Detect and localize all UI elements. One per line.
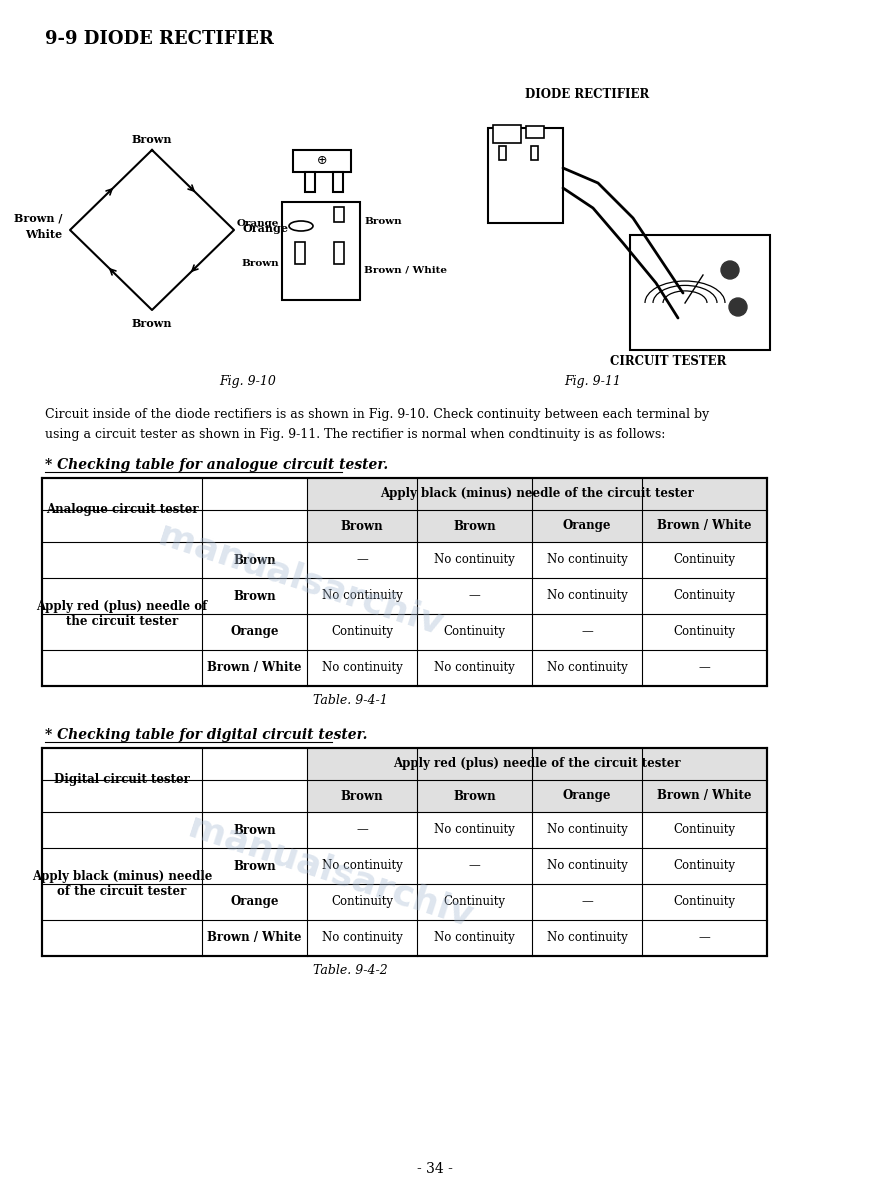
FancyBboxPatch shape	[295, 242, 305, 263]
Text: No continuity: No continuity	[434, 662, 515, 675]
Text: —: —	[581, 626, 593, 639]
FancyBboxPatch shape	[493, 125, 521, 143]
FancyBboxPatch shape	[305, 172, 315, 192]
Text: Orange: Orange	[237, 219, 279, 229]
Text: Continuity: Continuity	[673, 859, 735, 873]
FancyBboxPatch shape	[334, 242, 344, 263]
Text: Continuity: Continuity	[673, 824, 735, 837]
Text: Brown: Brown	[453, 789, 496, 802]
Text: Apply red (plus) needle of the circuit tester: Apply red (plus) needle of the circuit t…	[393, 757, 681, 770]
Text: No continuity: No continuity	[547, 859, 627, 873]
Text: No continuity: No continuity	[321, 662, 402, 675]
Text: Brown / White: Brown / White	[658, 520, 752, 533]
Text: Brown: Brown	[233, 859, 276, 873]
Text: Apply black (minus) needle
of the circuit tester: Apply black (minus) needle of the circui…	[32, 870, 213, 898]
Text: Brown: Brown	[453, 520, 496, 533]
Text: Brown: Brown	[233, 824, 276, 837]
Text: No continuity: No continuity	[547, 553, 627, 566]
Text: Brown: Brown	[233, 553, 276, 566]
Text: Brown: Brown	[341, 789, 383, 802]
Text: Continuity: Continuity	[673, 626, 735, 639]
Text: using a circuit tester as shown in Fig. 9-11. The rectifier is normal when condt: using a circuit tester as shown in Fig. …	[45, 428, 665, 441]
Text: * Checking table for digital circuit tester.: * Checking table for digital circuit tes…	[45, 728, 368, 741]
Text: - 34 -: - 34 -	[417, 1162, 453, 1177]
Text: manualsarchiv: manualsarchiv	[153, 519, 447, 642]
Text: Continuity: Continuity	[673, 590, 735, 602]
FancyBboxPatch shape	[526, 126, 544, 138]
Text: 9-9 DIODE RECTIFIER: 9-9 DIODE RECTIFIER	[45, 30, 273, 48]
FancyBboxPatch shape	[307, 780, 767, 812]
Text: Brown / White: Brown / White	[207, 662, 301, 675]
Text: White: White	[25, 229, 62, 240]
Text: —: —	[469, 859, 481, 873]
Text: DIODE RECTIFIER: DIODE RECTIFIER	[525, 88, 649, 101]
Text: No continuity: No continuity	[547, 931, 627, 944]
FancyBboxPatch shape	[307, 510, 767, 542]
FancyBboxPatch shape	[307, 478, 767, 510]
Text: Fig. 9-11: Fig. 9-11	[564, 375, 621, 389]
FancyBboxPatch shape	[334, 207, 344, 222]
Text: —: —	[469, 590, 481, 602]
Text: Continuity: Continuity	[673, 553, 735, 566]
Text: Brown / White: Brown / White	[658, 789, 752, 802]
FancyBboxPatch shape	[293, 150, 351, 172]
Text: Table. 9-4-2: Table. 9-4-2	[313, 964, 388, 977]
Circle shape	[729, 298, 747, 316]
Text: Orange: Orange	[230, 895, 279, 908]
Circle shape	[721, 261, 739, 279]
Text: Brown / White: Brown / White	[364, 266, 447, 274]
Text: —: —	[699, 931, 711, 944]
Text: Apply black (minus) needle of the circuit tester: Apply black (minus) needle of the circui…	[380, 488, 694, 501]
Text: Brown: Brown	[341, 520, 383, 533]
Text: —: —	[356, 824, 368, 837]
FancyBboxPatch shape	[282, 201, 360, 300]
Text: Orange: Orange	[230, 626, 279, 639]
Text: Brown /: Brown /	[13, 212, 62, 224]
Text: No continuity: No continuity	[321, 859, 402, 873]
Text: Brown: Brown	[132, 318, 172, 329]
FancyBboxPatch shape	[630, 235, 770, 350]
Text: Brown: Brown	[364, 217, 402, 226]
Text: Orange: Orange	[242, 223, 288, 234]
Text: Continuity: Continuity	[673, 895, 735, 908]
Text: Digital circuit tester: Digital circuit tester	[54, 774, 190, 787]
Text: Orange: Orange	[563, 520, 611, 533]
Text: Continuity: Continuity	[443, 895, 505, 908]
Text: Circuit inside of the diode rectifiers is as shown in Fig. 9-10. Check continuit: Circuit inside of the diode rectifiers i…	[45, 408, 709, 421]
Text: Fig. 9-10: Fig. 9-10	[219, 375, 276, 389]
Text: ⊕: ⊕	[317, 155, 327, 168]
Text: Continuity: Continuity	[331, 895, 393, 908]
Text: Continuity: Continuity	[443, 626, 505, 639]
Text: CIRCUIT TESTER: CIRCUIT TESTER	[610, 355, 726, 368]
FancyBboxPatch shape	[531, 145, 538, 160]
Text: Orange: Orange	[563, 789, 611, 802]
Text: No continuity: No continuity	[434, 553, 515, 566]
Text: —: —	[356, 553, 368, 566]
Text: Brown / White: Brown / White	[207, 931, 301, 944]
Text: Analogue circuit tester: Analogue circuit tester	[45, 503, 199, 516]
Text: Apply red (plus) needle of
the circuit tester: Apply red (plus) needle of the circuit t…	[37, 600, 207, 628]
Text: Brown: Brown	[233, 590, 276, 602]
Text: Brown: Brown	[132, 134, 172, 145]
Text: No continuity: No continuity	[434, 824, 515, 837]
FancyBboxPatch shape	[333, 172, 343, 192]
Text: No continuity: No continuity	[321, 931, 402, 944]
Text: Brown: Brown	[241, 260, 279, 268]
Text: No continuity: No continuity	[547, 824, 627, 837]
Text: manualsarchiv: manualsarchiv	[184, 809, 476, 935]
Text: No continuity: No continuity	[547, 662, 627, 675]
Text: Continuity: Continuity	[331, 626, 393, 639]
FancyBboxPatch shape	[307, 749, 767, 780]
Text: * Checking table for analogue circuit tester.: * Checking table for analogue circuit te…	[45, 458, 388, 472]
Text: —: —	[699, 662, 711, 675]
Text: No continuity: No continuity	[321, 590, 402, 602]
Text: No continuity: No continuity	[547, 590, 627, 602]
Ellipse shape	[289, 221, 313, 231]
FancyBboxPatch shape	[488, 128, 563, 223]
Text: No continuity: No continuity	[434, 931, 515, 944]
Text: Table. 9-4-1: Table. 9-4-1	[313, 694, 388, 707]
FancyBboxPatch shape	[499, 145, 506, 160]
Text: —: —	[581, 895, 593, 908]
